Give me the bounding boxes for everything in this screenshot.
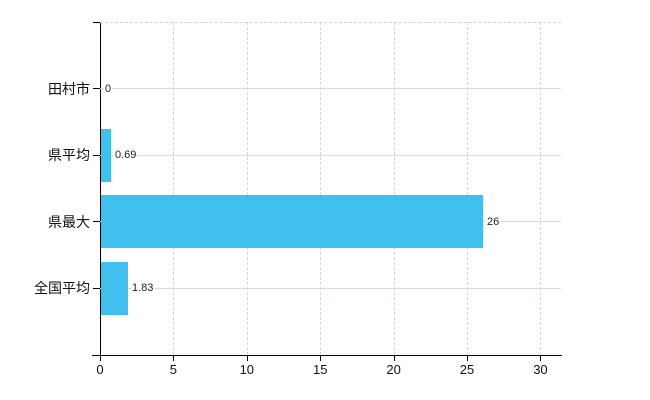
x-tick-label: 0: [96, 362, 104, 377]
horizontal-gridline: [100, 154, 561, 156]
x-tick-label: 25: [459, 362, 475, 377]
y-axis-tick: [93, 88, 100, 90]
bar-value-label: 0: [104, 81, 113, 96]
vertical-gridline: [540, 22, 542, 355]
y-axis-tick: [93, 287, 100, 289]
plot-top-gridline: [100, 22, 561, 23]
y-axis-line: [100, 22, 101, 356]
x-tick-label: 15: [312, 362, 328, 377]
y-axis-tick: [93, 154, 100, 156]
category-label: 全国平均: [34, 280, 90, 297]
x-axis-tick: [540, 356, 542, 361]
x-axis-line: [92, 355, 562, 356]
x-axis-tick: [173, 356, 175, 361]
y-axis-tick: [93, 221, 100, 223]
vertical-gridline: [393, 22, 395, 355]
bar-value-label: 1.83: [131, 281, 155, 296]
horizontal-gridline: [100, 287, 561, 289]
bar-value-label: 0.69: [114, 148, 138, 163]
bar: [101, 128, 111, 182]
x-tick-label: 5: [169, 362, 178, 377]
x-axis-tick: [246, 356, 248, 361]
bar: [101, 261, 128, 315]
x-tick-label: 20: [386, 362, 401, 377]
x-axis-tick: [100, 356, 101, 361]
vertical-gridline: [173, 22, 175, 355]
vertical-gridline: [467, 22, 469, 355]
x-axis-tick: [393, 356, 395, 361]
horizontal-gridline: [100, 88, 561, 90]
x-axis-tick: [467, 356, 469, 361]
vertical-gridline: [320, 22, 322, 355]
category-label: 県最大: [48, 213, 90, 230]
bar-value-label: 26: [486, 214, 501, 229]
bar: [101, 195, 483, 249]
x-tick-label: 10: [239, 362, 255, 377]
x-tick-label: 30: [533, 362, 548, 377]
x-axis-tick: [320, 356, 322, 361]
category-label: 田村市: [48, 80, 90, 97]
vertical-gridline: [246, 22, 248, 355]
y-axis-top-tick: [93, 22, 101, 23]
category-label: 県平均: [48, 147, 90, 164]
